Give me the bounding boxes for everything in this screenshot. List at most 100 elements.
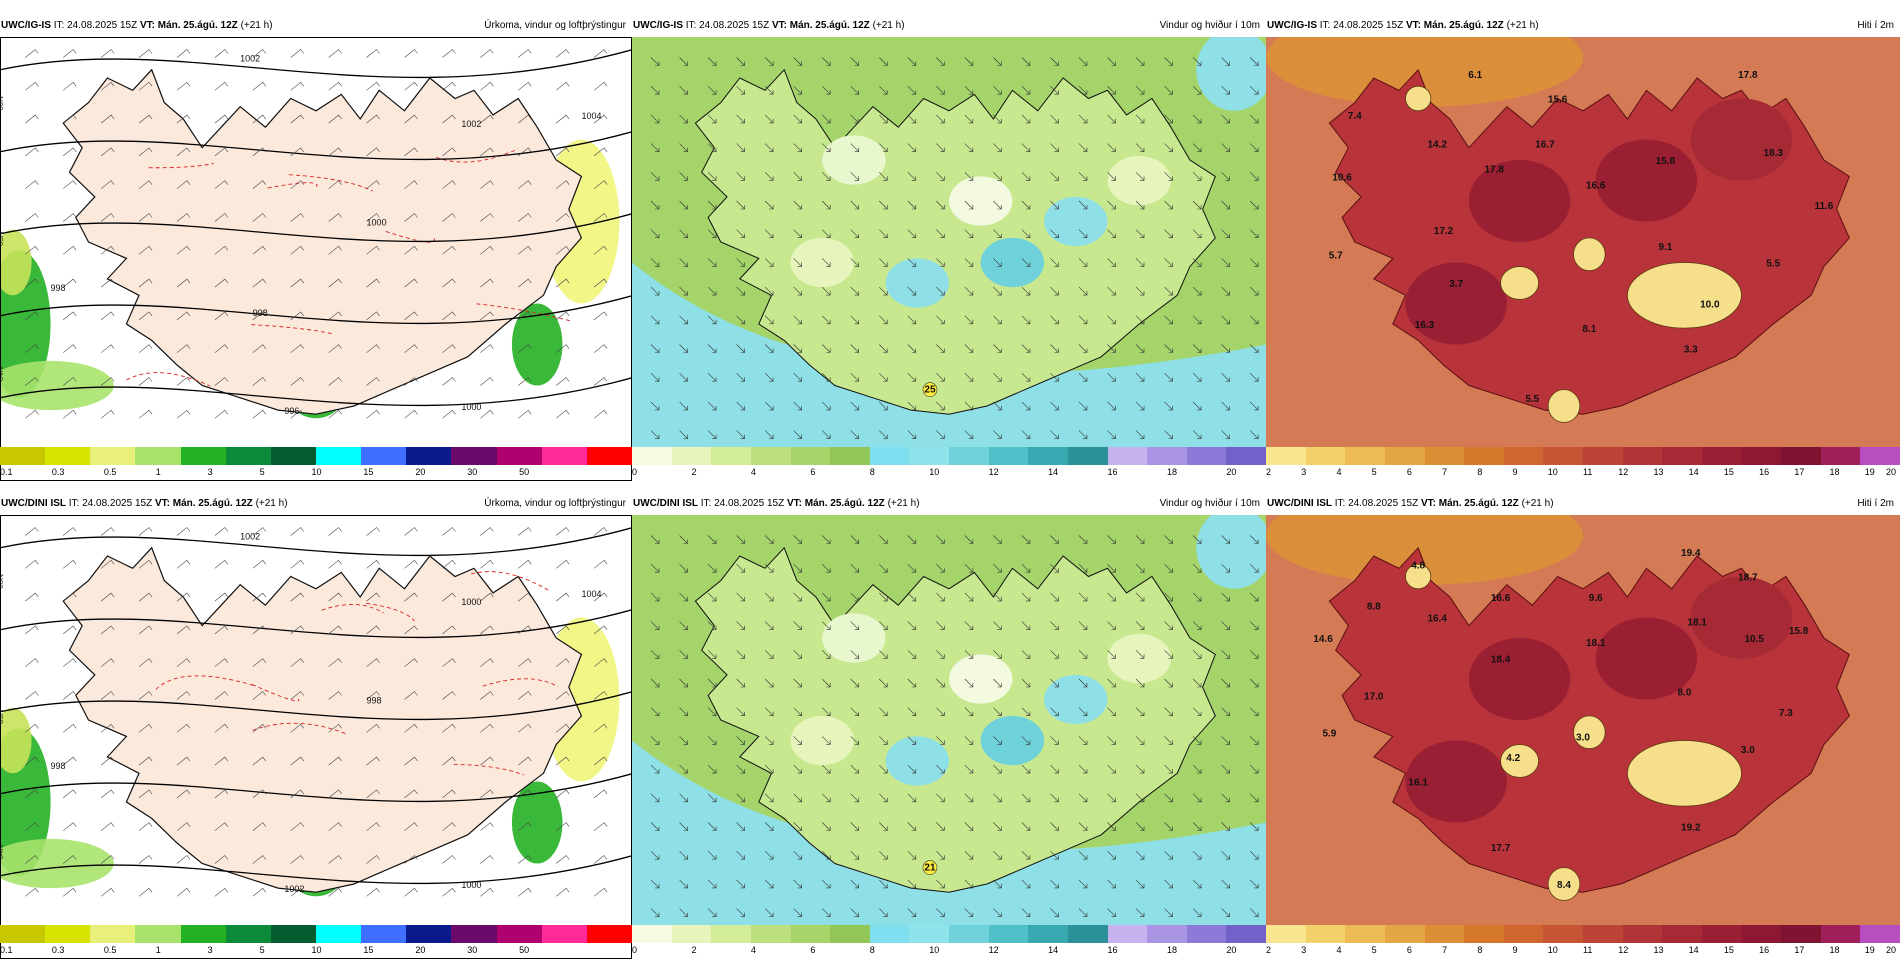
legend-swatch	[790, 447, 831, 465]
legend-bar-wind	[632, 447, 1266, 465]
map-panel-wind: UWC/DINI ISL IT: 24.08.2025 15Z VT: Mán.…	[632, 493, 1266, 955]
valid-time: Mán. 25.ágú. 12Z	[1438, 498, 1519, 509]
map-panel-wind: UWC/IG-IS IT: 24.08.2025 15Z VT: Mán. 25…	[632, 15, 1266, 477]
legend-tick-label: 20	[1886, 467, 1897, 477]
run-info: UWC/IG-IS IT: 24.08.2025 15Z VT: Mán. 25…	[1, 15, 273, 37]
model-label: UWC/IG-IS	[1267, 20, 1317, 31]
legend-swatch	[315, 447, 362, 465]
legend-tick-label: 7	[1442, 467, 1448, 477]
legend-swatch	[541, 447, 587, 465]
lead-time: (+21 h)	[887, 498, 920, 509]
temperature-label: 10.0	[1700, 300, 1720, 311]
valid-time: Mán. 25.ágú. 12Z	[172, 498, 253, 509]
temperature-label: 18.3	[1763, 148, 1783, 159]
legend-swatch	[1266, 925, 1306, 943]
legend-swatch	[451, 925, 497, 943]
temperature-label: 5.5	[1766, 259, 1780, 270]
latitude-label: 65N	[0, 709, 5, 724]
latitude-label: 66N	[0, 96, 5, 111]
temperature-label: 15.8	[1656, 156, 1676, 167]
temperature-label: 19.2	[1681, 823, 1701, 834]
init-time: IT: 24.08.2025 15Z	[1334, 498, 1419, 509]
legend-ticks: 2 3 4 5 6 7 8 9 10 11 12 13 14 15 16 17 18 19 20	[1266, 467, 1900, 479]
legend-swatch	[361, 925, 407, 943]
valid-time: Mán. 25.ágú. 12Z	[1423, 20, 1504, 31]
temperature-label: 11.6	[1814, 201, 1833, 212]
temperature-label: 16.3	[1415, 320, 1435, 331]
legend-swatch	[1384, 447, 1425, 465]
legend-tick-label: 3	[207, 467, 213, 477]
legend-swatch	[45, 925, 91, 943]
temperature-label: 18.1	[1687, 618, 1707, 629]
legend-swatch	[180, 447, 226, 465]
valid-time-label: VT:	[1420, 498, 1436, 509]
temperature-label: 10.5	[1744, 634, 1764, 645]
legend-tick-label: 20	[1226, 467, 1237, 477]
legend-tick-label: 10	[311, 467, 322, 477]
legend-swatch	[586, 447, 632, 465]
legend-swatch	[135, 447, 181, 465]
legend-swatch	[496, 447, 542, 465]
temperature-label: 8.1	[1582, 324, 1596, 335]
legend-swatch	[1305, 925, 1346, 943]
map-canvas-temp: 6.1 7.4 14.2 10.6 15.6 16.7 17.8 17.8 18.3 15.8 16…	[1266, 37, 1900, 447]
legend-tick-label: 14	[1048, 467, 1059, 477]
latitude-label: 64N	[0, 845, 5, 860]
legend-tick-label: 18	[1829, 945, 1840, 955]
legend-swatch	[750, 447, 791, 465]
valid-time: Mán. 25.ágú. 12Z	[157, 20, 238, 31]
legend-swatch	[1662, 447, 1702, 465]
legend-swatch	[1067, 925, 1108, 943]
legend-tick-label: 12	[988, 467, 999, 477]
legend-swatch	[361, 447, 407, 465]
legend-swatch	[496, 925, 542, 943]
legend-tick-label: 2	[691, 467, 697, 477]
map-canvas-temp: 4.8 19.4 18.7 8.8 16.4 16.6 9.6 14.6 18.1 15.8 18.…	[1266, 515, 1900, 925]
panel-title: Vindur og hviður í 10m	[1159, 20, 1260, 31]
map-canvas-wind: 21	[632, 515, 1266, 925]
legend-tick-label: 2	[1266, 467, 1272, 477]
legend-swatch	[315, 925, 362, 943]
valid-time: Mán. 25.ágú. 12Z	[804, 498, 885, 509]
legend-swatch	[406, 447, 452, 465]
legend-tick-label: 18	[1166, 945, 1177, 955]
legend-swatch	[1345, 447, 1385, 465]
legend-swatch	[1226, 447, 1266, 465]
isobar-label: 1000	[461, 402, 481, 412]
legend-swatch	[830, 925, 870, 943]
legend-swatch	[671, 925, 712, 943]
latitude-label: 65N	[0, 231, 5, 246]
legend-tick-label: 4	[750, 467, 756, 477]
valid-time-label: VT:	[1405, 20, 1421, 31]
model-label: UWC/DINI ISL	[1, 498, 66, 509]
panel-title: Úrkoma, vindur og loftþrýstingur	[484, 20, 626, 31]
legend-swatch	[135, 925, 181, 943]
legend-swatch	[586, 925, 632, 943]
legend-tick-label: 16	[1759, 467, 1770, 477]
panel-title: Hiti í 2m	[1857, 498, 1894, 509]
lead-time: (+21 h)	[1521, 498, 1554, 509]
temperature-label: 17.0	[1364, 692, 1384, 703]
legend-swatch	[0, 447, 46, 465]
temperature-label: 3.3	[1684, 345, 1698, 356]
legend-tick-label: 9	[1512, 945, 1518, 955]
legend-swatch	[1147, 447, 1187, 465]
legend-swatch	[909, 447, 949, 465]
latitude-label: 66N	[0, 574, 5, 589]
legend-swatch	[541, 925, 587, 943]
temperature-label: 3.0	[1741, 745, 1755, 756]
isobar-label: 1000	[461, 880, 481, 890]
legend-tick-label: 19	[1864, 467, 1875, 477]
lead-time: (+21 h)	[1506, 20, 1539, 31]
isobar-label: 1004	[581, 111, 601, 121]
model-label: UWC/IG-IS	[633, 20, 683, 31]
temperature-label: 10.6	[1332, 173, 1352, 184]
panel-title: Vindur og hviður í 10m	[1159, 498, 1260, 509]
legend-bar-precip	[0, 925, 632, 943]
legend-tick-label: 12	[988, 945, 999, 955]
legend-tick-label: 7	[1442, 945, 1448, 955]
legend-swatch	[0, 925, 46, 943]
legend-swatch	[750, 925, 791, 943]
legend-tick-label: 10	[929, 945, 940, 955]
legend-bar-temp	[1266, 447, 1900, 465]
